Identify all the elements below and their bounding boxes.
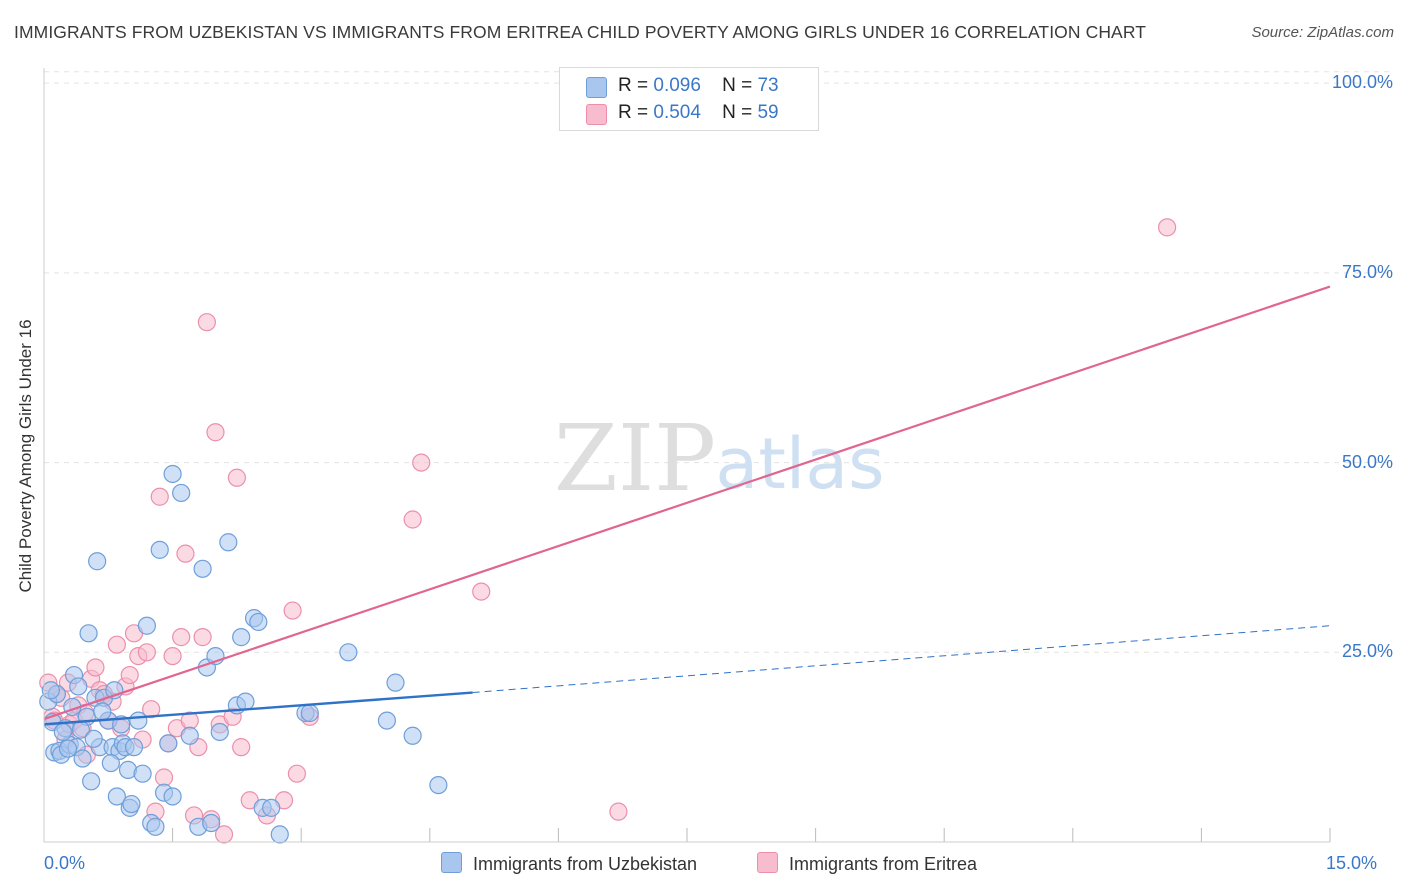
- uzbekistan-point-31: [129, 711, 148, 730]
- uzbekistan-point-70: [84, 729, 103, 748]
- watermark-zip: ZIP: [554, 405, 716, 512]
- legend-r-value-eritrea: 0.504: [653, 102, 701, 123]
- uzbekistan-point-67: [58, 739, 78, 758]
- bottom-legend-swatch-eritrea: [757, 852, 778, 873]
- uzbekistan-point-51: [232, 628, 251, 647]
- uzbekistan-point-38: [159, 734, 178, 753]
- uzbekistan-point-52: [236, 692, 255, 711]
- uzbekistan-point-64: [429, 775, 448, 795]
- uzbekistan-point-46: [202, 813, 221, 833]
- legend-swatch-eritrea: [586, 104, 607, 125]
- eritrea-point-44: [232, 738, 251, 757]
- y-tick-label-75: 75.0%: [1341, 261, 1393, 282]
- bottom-legend-swatch-uzbekistan: [441, 852, 462, 873]
- chart-title: IMMIGRANTS FROM UZBEKISTAN VS IMMIGRANTS…: [14, 22, 1147, 42]
- eritrea-point-29: [163, 646, 182, 666]
- eritrea-trend-line: [43, 285, 1331, 721]
- eritrea-point-11: [86, 658, 105, 677]
- uzbekistan-point-13: [79, 624, 98, 643]
- legend-n-label: N =: [722, 75, 753, 96]
- uzbekistan-point-61: [377, 711, 397, 730]
- legend-n-label: N =: [722, 102, 753, 123]
- y-axis-title: Child Poverty Among Girls Under 16: [16, 319, 35, 593]
- uzbekistan-point-41: [172, 483, 191, 503]
- eritrea-point-24: [142, 700, 161, 719]
- uzbekistan-point-71: [93, 702, 112, 721]
- eritrea-point-55: [1158, 218, 1177, 237]
- uzbekistan-point-32: [133, 764, 152, 783]
- uzbekistan-point-62: [386, 673, 405, 692]
- uzbekistan-point-48: [210, 722, 229, 742]
- uzbekistan-point-33: [137, 616, 156, 635]
- bottom-legend-uzbekistan: Immigrants from Uzbekistan: [441, 852, 697, 875]
- uzbekistan-point-56: [262, 798, 281, 817]
- y-tick-label-50: 50.0%: [1341, 451, 1393, 472]
- uzbekistan-point-39: [163, 464, 182, 484]
- legend-n-value-eritrea: 59: [757, 102, 779, 123]
- eritrea-point-49: [287, 764, 307, 783]
- eritrea-point-53: [472, 582, 491, 601]
- eritrea-point-31: [172, 628, 191, 647]
- eritrea-point-19: [120, 665, 139, 685]
- uzbekistan-point-36: [150, 540, 169, 559]
- uzbekistan-trend-extension: [472, 625, 1331, 694]
- legend-r-label: R =: [618, 75, 649, 96]
- eritrea-point-52: [412, 453, 431, 472]
- uzbekistan-point-35: [146, 817, 165, 836]
- eritrea-point-23: [137, 643, 156, 662]
- uzbekistan-point-14: [82, 772, 101, 791]
- eritrea-points: [39, 218, 1177, 844]
- eritrea-point-32: [176, 544, 195, 563]
- source-label: Source: ZipAtlas.com: [1251, 24, 1394, 41]
- eritrea-point-37: [197, 313, 216, 332]
- eritrea-point-43: [227, 468, 246, 487]
- bottom-legend-eritrea: Immigrants from Eritrea: [757, 852, 977, 875]
- uzbekistan-point-72: [101, 753, 120, 773]
- uzbekistan-point-49: [219, 533, 238, 552]
- uzbekistan-point-59: [300, 703, 319, 723]
- uzbekistan-point-11: [73, 749, 92, 768]
- legend-r-value-uzbekistan: 0.096: [653, 75, 701, 96]
- legend-r-label: R =: [618, 102, 649, 123]
- legend-swatch-uzbekistan: [586, 77, 607, 98]
- uzbekistan-point-54: [249, 612, 268, 632]
- uzbekistan-point-16: [88, 552, 107, 571]
- trend-lines: [43, 285, 1331, 726]
- uzbekistan-point-57: [270, 825, 289, 844]
- legend-n-value-uzbekistan: 73: [757, 75, 779, 96]
- eritrea-point-16: [107, 635, 126, 654]
- uzbekistan-trend-line: [43, 691, 473, 726]
- uzbekistan-point-44: [193, 559, 212, 578]
- uzbekistan-point-63: [403, 726, 422, 745]
- eritrea-point-36: [193, 628, 212, 647]
- eritrea-point-27: [154, 768, 174, 787]
- uzbekistan-point-42: [180, 726, 199, 745]
- uzbekistan-point-30: [124, 738, 144, 757]
- uzbekistan-points: [39, 464, 448, 844]
- eritrea-point-51: [403, 510, 422, 529]
- x-axis-max-label: 15.0%: [1326, 853, 1378, 873]
- eritrea-point-54: [609, 802, 628, 821]
- uzbekistan-point-65: [41, 681, 60, 700]
- uzbekistan-point-10: [69, 677, 88, 696]
- eritrea-point-39: [206, 423, 225, 442]
- eritrea-point-41: [214, 825, 234, 844]
- uzbekistan-point-66: [53, 722, 72, 742]
- eritrea-point-26: [150, 487, 169, 506]
- eritrea-point-48: [283, 601, 302, 620]
- correlation-legend: R = 0.096 N = 73 R = 0.504 N = 59: [559, 67, 819, 131]
- x-axis-min-label: 0.0%: [44, 853, 86, 873]
- uzbekistan-point-22: [107, 787, 126, 806]
- bottom-legend-label-uzbekistan: Immigrants from Uzbekistan: [473, 854, 698, 874]
- y-tick-label-25: 25.0%: [1341, 641, 1393, 662]
- x-axis-ticks: [43, 828, 1331, 842]
- uzbekistan-point-29: [122, 794, 141, 814]
- y-tick-label-100: 100.0%: [1331, 72, 1393, 93]
- bottom-legend-label-eritrea: Immigrants from Eritrea: [789, 854, 978, 874]
- uzbekistan-point-60: [339, 643, 358, 662]
- uzbekistan-point-40: [163, 787, 182, 806]
- grid-lines: [44, 71, 1392, 653]
